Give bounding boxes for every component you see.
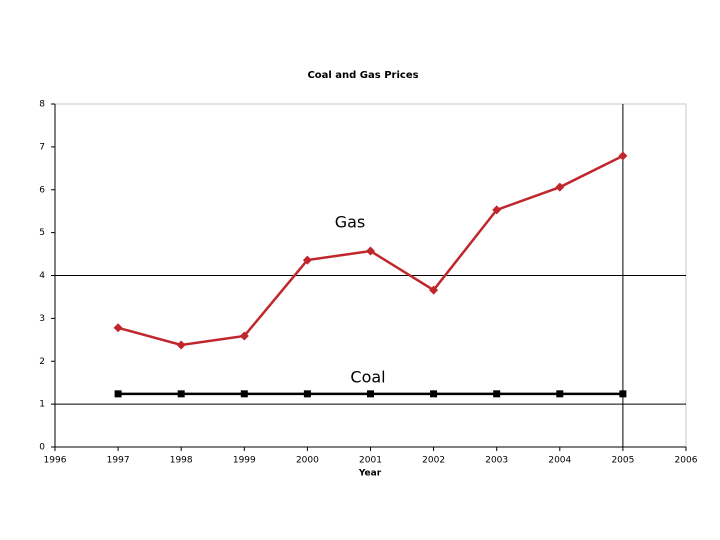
marker [114,390,122,398]
marker [366,246,375,256]
x-axis-title: Year [358,469,382,479]
marker [492,205,502,215]
y-tick-label: 2 [39,357,45,367]
marker [493,390,501,398]
x-tick-label: 2003 [485,456,508,466]
marker [302,255,312,265]
marker [176,340,186,350]
x-tick-label: 2002 [422,456,445,466]
marker [239,331,249,341]
marker [618,151,628,161]
marker [556,390,564,398]
marker [429,285,439,295]
x-tick-label: 2000 [296,456,319,466]
series-label: Gas [335,213,366,232]
marker [113,323,123,333]
marker [555,182,565,192]
marker [177,390,185,398]
marker [240,390,248,398]
x-tick-label: 2004 [548,456,571,466]
x-tick-label: 2005 [611,456,634,466]
y-tick-label: 8 [39,100,45,110]
y-tick-label: 7 [39,142,45,152]
y-tick-label: 6 [39,185,45,195]
marker [367,390,374,398]
y-tick-label: 0 [39,443,45,453]
chart-title: Coal and Gas Prices [307,70,418,81]
x-tick-label: 2001 [359,456,382,466]
marker [619,390,627,398]
marker [430,390,438,398]
x-tick-label: 1997 [107,456,130,466]
x-tick-label: 1996 [44,456,67,466]
x-tick-label: 2006 [675,456,698,466]
x-tick-label: 1998 [170,456,193,466]
y-tick-label: 5 [39,228,45,238]
series-label: Coal [350,368,385,387]
x-tick-label: 1999 [233,456,256,466]
y-tick-label: 1 [39,400,45,410]
marker [303,390,311,398]
y-tick-label: 3 [39,314,45,324]
y-tick-label: 4 [39,271,45,281]
